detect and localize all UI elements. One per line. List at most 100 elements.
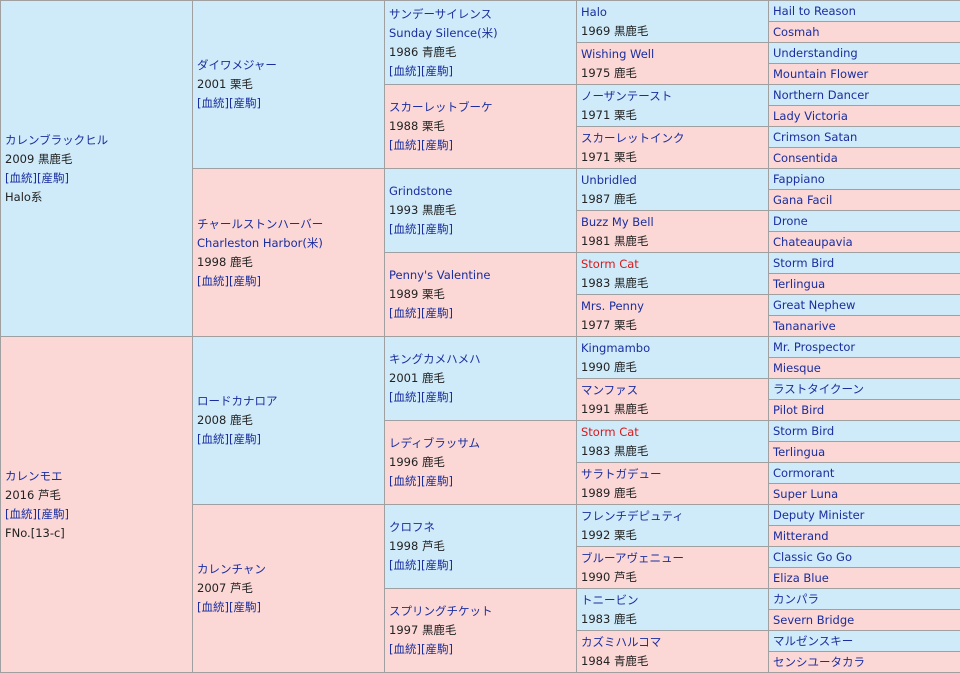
pedigree-offspring-links[interactable]: [血統][産駒] xyxy=(197,430,384,449)
pedigree-offspring-links[interactable]: [血統][産駒] xyxy=(389,640,576,659)
ancestor-name-link[interactable]: Terlingua xyxy=(773,445,825,459)
horse-name-link[interactable]: カズミハルコマ xyxy=(581,633,768,652)
horse-name-link[interactable]: ダイワメジャー xyxy=(197,56,384,75)
horse-birth-year: 1983 xyxy=(581,444,610,458)
ancestor-name-link[interactable]: Fappiano xyxy=(773,172,825,186)
pedigree-offspring-links[interactable]: [血統][産駒] xyxy=(389,472,576,491)
pedigree-offspring-links[interactable]: [血統][産駒] xyxy=(389,304,576,323)
ancestor-name-link[interactable]: Gana Facil xyxy=(773,193,832,207)
horse-name-link[interactable]: レディブラッサム xyxy=(389,434,576,453)
horse-coat: 芦毛 xyxy=(614,570,637,584)
horse-name-link[interactable]: Mrs. Penny xyxy=(581,297,768,316)
horse-name-link[interactable]: マンファス xyxy=(581,381,768,400)
horse-name-link[interactable]: カレンブラックヒル xyxy=(5,131,192,150)
horse-birth-year: 1989 xyxy=(581,486,610,500)
ancestor-name-link[interactable]: Hail to Reason xyxy=(773,4,856,18)
pedigree-offspring-links[interactable]: [血統][産駒] xyxy=(389,556,576,575)
ancestor-name-link[interactable]: センシユータカラ xyxy=(773,655,865,669)
horse-name-link[interactable]: クロフネ xyxy=(389,518,576,537)
pedigree-offspring-links[interactable]: [血統][産駒] xyxy=(197,272,384,291)
ancestor-name-link[interactable]: Mitterand xyxy=(773,529,829,543)
ancestor-name-link[interactable]: マルゼンスキー xyxy=(773,634,853,648)
horse-name-link[interactable]: Penny's Valentine xyxy=(389,266,576,285)
horse-name-link[interactable]: チャールストンハーバー xyxy=(197,215,384,234)
horse-birth-year: 1971 xyxy=(581,108,610,122)
horse-coat: 栗毛 xyxy=(614,528,637,542)
horse-year-coat: 1983 黒鹿毛 xyxy=(581,274,768,293)
horse-name-link[interactable]: スカーレットブーケ xyxy=(389,98,576,117)
ancestor-name-link[interactable]: Mountain Flower xyxy=(773,67,868,81)
ancestor-name-link[interactable]: Eliza Blue xyxy=(773,571,829,585)
horse-name-link[interactable]: Unbridled xyxy=(581,171,768,190)
ancestor-name-link[interactable]: Super Luna xyxy=(773,487,838,501)
horse-coat: 黒鹿毛 xyxy=(614,234,649,248)
horse-name-link[interactable]: スプリングチケット xyxy=(389,602,576,621)
ancestor-name-link[interactable]: Deputy Minister xyxy=(773,508,864,522)
ancestor-name-link[interactable]: Terlingua xyxy=(773,277,825,291)
ancestor-name-link[interactable]: カンパラ xyxy=(773,592,819,606)
horse-name-link[interactable]: トニービン xyxy=(581,591,768,610)
ancestor-name-link[interactable]: Mr. Prospector xyxy=(773,340,855,354)
ancestor-name-link[interactable]: Northern Dancer xyxy=(773,88,869,102)
horse-name-link[interactable]: サンデーサイレンス xyxy=(389,5,576,24)
ancestor-name-link[interactable]: Cormorant xyxy=(773,466,834,480)
pedigree-offspring-links[interactable]: [血統][産駒] xyxy=(197,94,384,113)
horse-name-link[interactable]: Wishing Well xyxy=(581,45,768,64)
horse-year-coat: 1988 栗毛 xyxy=(389,117,576,136)
horse-name-link[interactable]: フレンチデピュティ xyxy=(581,507,768,526)
pedigree-offspring-links[interactable]: [血統][産駒] xyxy=(389,388,576,407)
horse-name-link[interactable]: スカーレットインク xyxy=(581,129,768,148)
horse-english-name-link[interactable]: Sunday Silence(米) xyxy=(389,24,576,43)
horse-name-link[interactable]: Buzz My Bell xyxy=(581,213,768,232)
pedigree-offspring-links[interactable]: [血統][産駒] xyxy=(5,505,192,524)
horse-name-link[interactable]: ロードカナロア xyxy=(197,392,384,411)
horse-name-link[interactable]: Halo xyxy=(581,3,768,22)
ancestor-cell-gen5: Super Luna xyxy=(769,484,960,505)
horse-birth-year: 1992 xyxy=(581,528,610,542)
horse-coat: 黒鹿毛 xyxy=(422,623,457,637)
pedigree-offspring-links[interactable]: [血統][産駒] xyxy=(197,598,384,617)
horse-name-link[interactable]: Grindstone xyxy=(389,182,576,201)
horse-name-link[interactable]: Storm Cat xyxy=(581,255,768,274)
horse-name-link[interactable]: キングカメハメハ xyxy=(389,350,576,369)
ancestor-name-link[interactable]: Miesque xyxy=(773,361,821,375)
ancestor-name-link[interactable]: Tananarive xyxy=(773,319,836,333)
ancestor-name-link[interactable]: ラストタイクーン xyxy=(773,382,864,396)
horse-coat: 鹿毛 xyxy=(230,255,253,269)
ancestor-name-link[interactable]: Storm Bird xyxy=(773,424,834,438)
horse-coat: 鹿毛 xyxy=(422,455,445,469)
horse-coat: 芦毛 xyxy=(230,581,253,595)
ancestor-name-link[interactable]: Cosmah xyxy=(773,25,820,39)
ancestor-name-link[interactable]: Drone xyxy=(773,214,808,228)
ancestor-cell-gen5: Mitterand xyxy=(769,526,960,547)
horse-name-link[interactable]: カレンチャン xyxy=(197,560,384,579)
horse-birth-year: 1986 xyxy=(389,45,418,59)
ancestor-name-link[interactable]: Pilot Bird xyxy=(773,403,824,417)
ancestor-name-link[interactable]: Severn Bridge xyxy=(773,613,854,627)
ancestor-name-link[interactable]: Lady Victoria xyxy=(773,109,848,123)
pedigree-offspring-links[interactable]: [血統][産駒] xyxy=(389,136,576,155)
ancestor-name-link[interactable]: Classic Go Go xyxy=(773,550,852,564)
horse-name-link[interactable]: Storm Cat xyxy=(581,423,768,442)
ancestor-name-link[interactable]: Storm Bird xyxy=(773,256,834,270)
pedigree-offspring-links[interactable]: [血統][産駒] xyxy=(5,169,192,188)
ancestor-name-link[interactable]: Great Nephew xyxy=(773,298,855,312)
pedigree-offspring-links[interactable]: [血統][産駒] xyxy=(389,220,576,239)
ancestor-name-link[interactable]: Understanding xyxy=(773,46,858,60)
horse-name-link[interactable]: Kingmambo xyxy=(581,339,768,358)
ancestor-name-link[interactable]: Chateaupavia xyxy=(773,235,853,249)
horse-name-link[interactable]: ブルーアヴェニュー xyxy=(581,549,768,568)
ancestor-name-link[interactable]: Consentida xyxy=(773,151,838,165)
horse-name-link[interactable]: サラトガデュー xyxy=(581,465,768,484)
horse-name-link[interactable]: ノーザンテースト xyxy=(581,87,768,106)
pedigree-offspring-links[interactable]: [血統][産駒] xyxy=(389,62,576,81)
horse-coat: 黒鹿毛 xyxy=(614,402,649,416)
horse-birth-year: 1983 xyxy=(581,276,610,290)
ancestor-name-link[interactable]: Crimson Satan xyxy=(773,130,857,144)
horse-name-link[interactable]: カレンモエ xyxy=(5,467,192,486)
horse-english-name-link[interactable]: Charleston Harbor(米) xyxy=(197,234,384,253)
